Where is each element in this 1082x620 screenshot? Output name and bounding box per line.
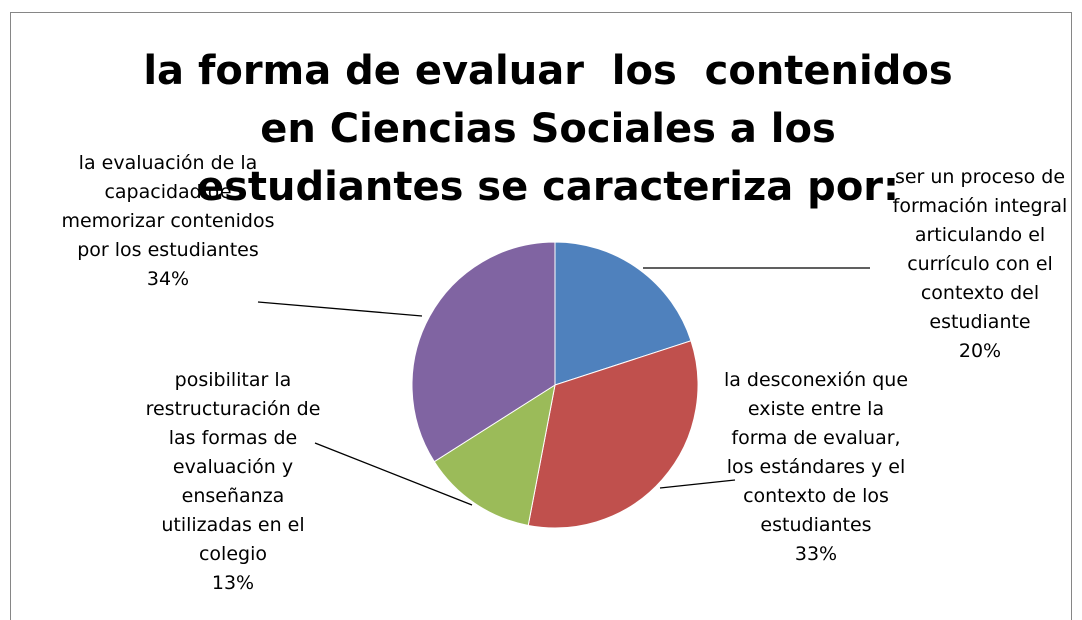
value-label: 13% [211, 572, 255, 594]
pie-slice [411, 241, 556, 463]
chart-border [10, 12, 1072, 620]
leader-line [659, 479, 736, 489]
category-label: la desconexión que existe entre la forma… [723, 369, 915, 536]
leader-line [257, 301, 423, 317]
pie-slice [554, 241, 692, 386]
category-label: posibilitar la restructuración de las fo… [145, 369, 327, 565]
slice-label: posibilitar la restructuración de las fo… [142, 366, 324, 598]
value-label: 20% [958, 340, 1002, 362]
pie-slice [527, 340, 699, 529]
pie-slice [433, 383, 556, 527]
leader-line [314, 442, 473, 506]
chart-title: la forma de evaluar los contenidos en Ci… [143, 48, 967, 210]
slice-label: la desconexión que existe entre la forma… [718, 366, 914, 569]
category-label: ser un proceso de formación integral art… [892, 166, 1074, 333]
slice-label: ser un proceso de formación integral art… [885, 163, 1075, 366]
value-label: 33% [794, 543, 838, 565]
category-label: la evaluación de la capacidad de memoriz… [61, 152, 281, 261]
slice-label: la evaluación de la capacidad de memoriz… [58, 149, 278, 294]
value-label: 34% [146, 268, 190, 290]
